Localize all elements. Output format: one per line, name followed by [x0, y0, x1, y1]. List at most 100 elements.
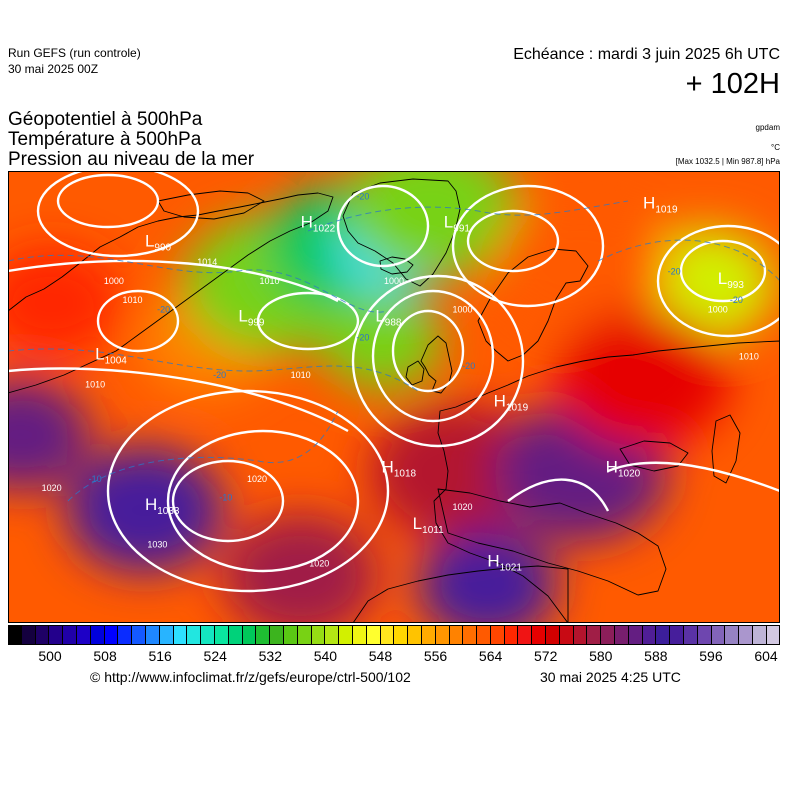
- colorbar-tick: 516: [148, 648, 172, 664]
- colorbar-swatch: [573, 625, 588, 645]
- field-blob: [555, 308, 731, 448]
- colorbar-swatch: [490, 625, 505, 645]
- colorbar-swatch: [532, 625, 547, 645]
- copyright-url[interactable]: © http://www.infoclimat.fr/z/gefs/europe…: [90, 669, 411, 685]
- run-title: Run GEFS (run controle): [8, 46, 141, 60]
- black-sea-outline: [619, 440, 689, 472]
- isobar: [96, 289, 180, 353]
- isobar: [351, 274, 525, 448]
- colorbar-swatch: [339, 625, 353, 645]
- isobar: [171, 459, 285, 543]
- colorbar-tick: 532: [258, 648, 282, 664]
- greenland-coast: [342, 178, 461, 287]
- colorbar-swatch: [670, 625, 685, 645]
- colorbar-swatch: [76, 625, 91, 645]
- isobar-label: 1000: [708, 304, 728, 314]
- field-blob: [344, 171, 519, 279]
- isobar: [166, 429, 360, 573]
- isobar: [679, 239, 767, 303]
- field-blob: [8, 378, 91, 491]
- colorbar-tick: 580: [589, 648, 613, 664]
- isobar-label: 1010: [259, 276, 279, 286]
- unit-temperature: °C: [771, 143, 780, 152]
- isobar: [656, 224, 780, 338]
- isobar-label: 1010: [291, 370, 311, 380]
- colorbar-swatch: [642, 625, 657, 645]
- colorbar-swatch: [435, 625, 450, 645]
- run-date: 30 mai 2025 00Z: [8, 62, 99, 76]
- param-temperature: Température à 500hPa: [8, 129, 202, 150]
- colorbar-swatch: [408, 625, 422, 645]
- colorbar-swatch: [587, 625, 602, 645]
- colorbar-swatch: [684, 625, 698, 645]
- coastlines: [8, 178, 780, 623]
- colorbar-swatch: [173, 625, 188, 645]
- isotherm-label: -20: [356, 333, 369, 343]
- colorbar-swatch: [201, 625, 215, 645]
- scandinavia-coast: [477, 248, 589, 362]
- colorbar-swatch: [118, 625, 133, 645]
- isobar: [256, 291, 360, 351]
- colorbar-tick: 588: [644, 648, 668, 664]
- colorbar-swatch: [725, 625, 740, 645]
- colorbar-tick: 540: [313, 648, 338, 664]
- isobar-label: 1020: [309, 559, 329, 569]
- isotherm-value-labels: -20 -20 -20 -20 -20 -20 -20 -10 -10: [89, 191, 743, 502]
- colorbar-swatch: [463, 625, 478, 645]
- isotherm-label: -20: [157, 304, 170, 314]
- isotherm: [307, 200, 629, 232]
- colorbar-swatch: [228, 625, 243, 645]
- colorbar-swatch: [697, 625, 712, 645]
- europe-coast: [433, 340, 780, 623]
- colorbar-swatch: [297, 625, 312, 645]
- pressure-extremes: [Max 1032.5 | Min 987.8] hPa: [675, 157, 780, 166]
- forecast-lead-time: + 102H: [685, 68, 780, 100]
- field-blob: [369, 402, 544, 543]
- weather-map[interactable]: 1000 1010 1014 1010 1010 1010 1000 1000 1000 1010…: [8, 171, 780, 623]
- colorbar-tick: 548: [368, 648, 393, 664]
- colorbar-swatch: [311, 625, 326, 645]
- colorbar-tick: 596: [699, 648, 723, 664]
- north-africa-coast: [352, 565, 569, 623]
- colorbar-swatch: [159, 625, 174, 645]
- ireland-coast: [405, 360, 425, 386]
- colorbar-swatch: [270, 625, 284, 645]
- colorbar-swatch: [35, 625, 50, 645]
- colorbar-swatch: [477, 625, 491, 645]
- colorbar-tick: 556: [423, 648, 448, 664]
- colorbar-swatch: [559, 625, 574, 645]
- isobar: [336, 184, 430, 268]
- colorbar-tick: 500: [38, 648, 62, 664]
- isobar-label: 1010: [739, 351, 759, 361]
- isobar-label: 1030: [147, 540, 167, 550]
- isotherm-label: -20: [356, 191, 369, 201]
- colorbar-swatch: [628, 625, 643, 645]
- isotherm-label: -20: [668, 267, 681, 277]
- colorbar-swatch: [380, 625, 395, 645]
- colorbar-swatch: [366, 625, 381, 645]
- isobar: [451, 184, 605, 308]
- isotherms: [8, 200, 780, 502]
- unit-geopotential: gpdam: [755, 123, 780, 132]
- colorbar-swatch: [104, 625, 119, 645]
- colorbar-ticks: 500 508 516 524 532 540 548 556 564 572 580 588 596 6…: [8, 648, 780, 666]
- caspian-sea-outline: [711, 414, 741, 484]
- isotherm: [8, 348, 419, 392]
- isobar: [8, 259, 339, 303]
- colorbar-swatch: [132, 625, 146, 645]
- isobar: [56, 173, 160, 229]
- isobar-label: 1000: [104, 276, 124, 286]
- isobar: [466, 209, 560, 273]
- colorbar-tick: 524: [203, 648, 227, 664]
- isobar-label: 1000: [384, 276, 404, 286]
- colorbar-tick: 564: [478, 648, 503, 664]
- generated-time: 30 mai 2025 4:25 UTC: [540, 669, 681, 685]
- baffin-island-coast: [157, 190, 265, 220]
- isotherm-label: -20: [213, 370, 226, 380]
- isobar: [607, 461, 780, 493]
- isobar: [391, 309, 465, 393]
- isobar-label: 1000: [452, 304, 472, 314]
- colorbar-swatch: [352, 625, 367, 645]
- isotherm-label: -20: [462, 361, 475, 371]
- colorbar-swatch: [256, 625, 271, 645]
